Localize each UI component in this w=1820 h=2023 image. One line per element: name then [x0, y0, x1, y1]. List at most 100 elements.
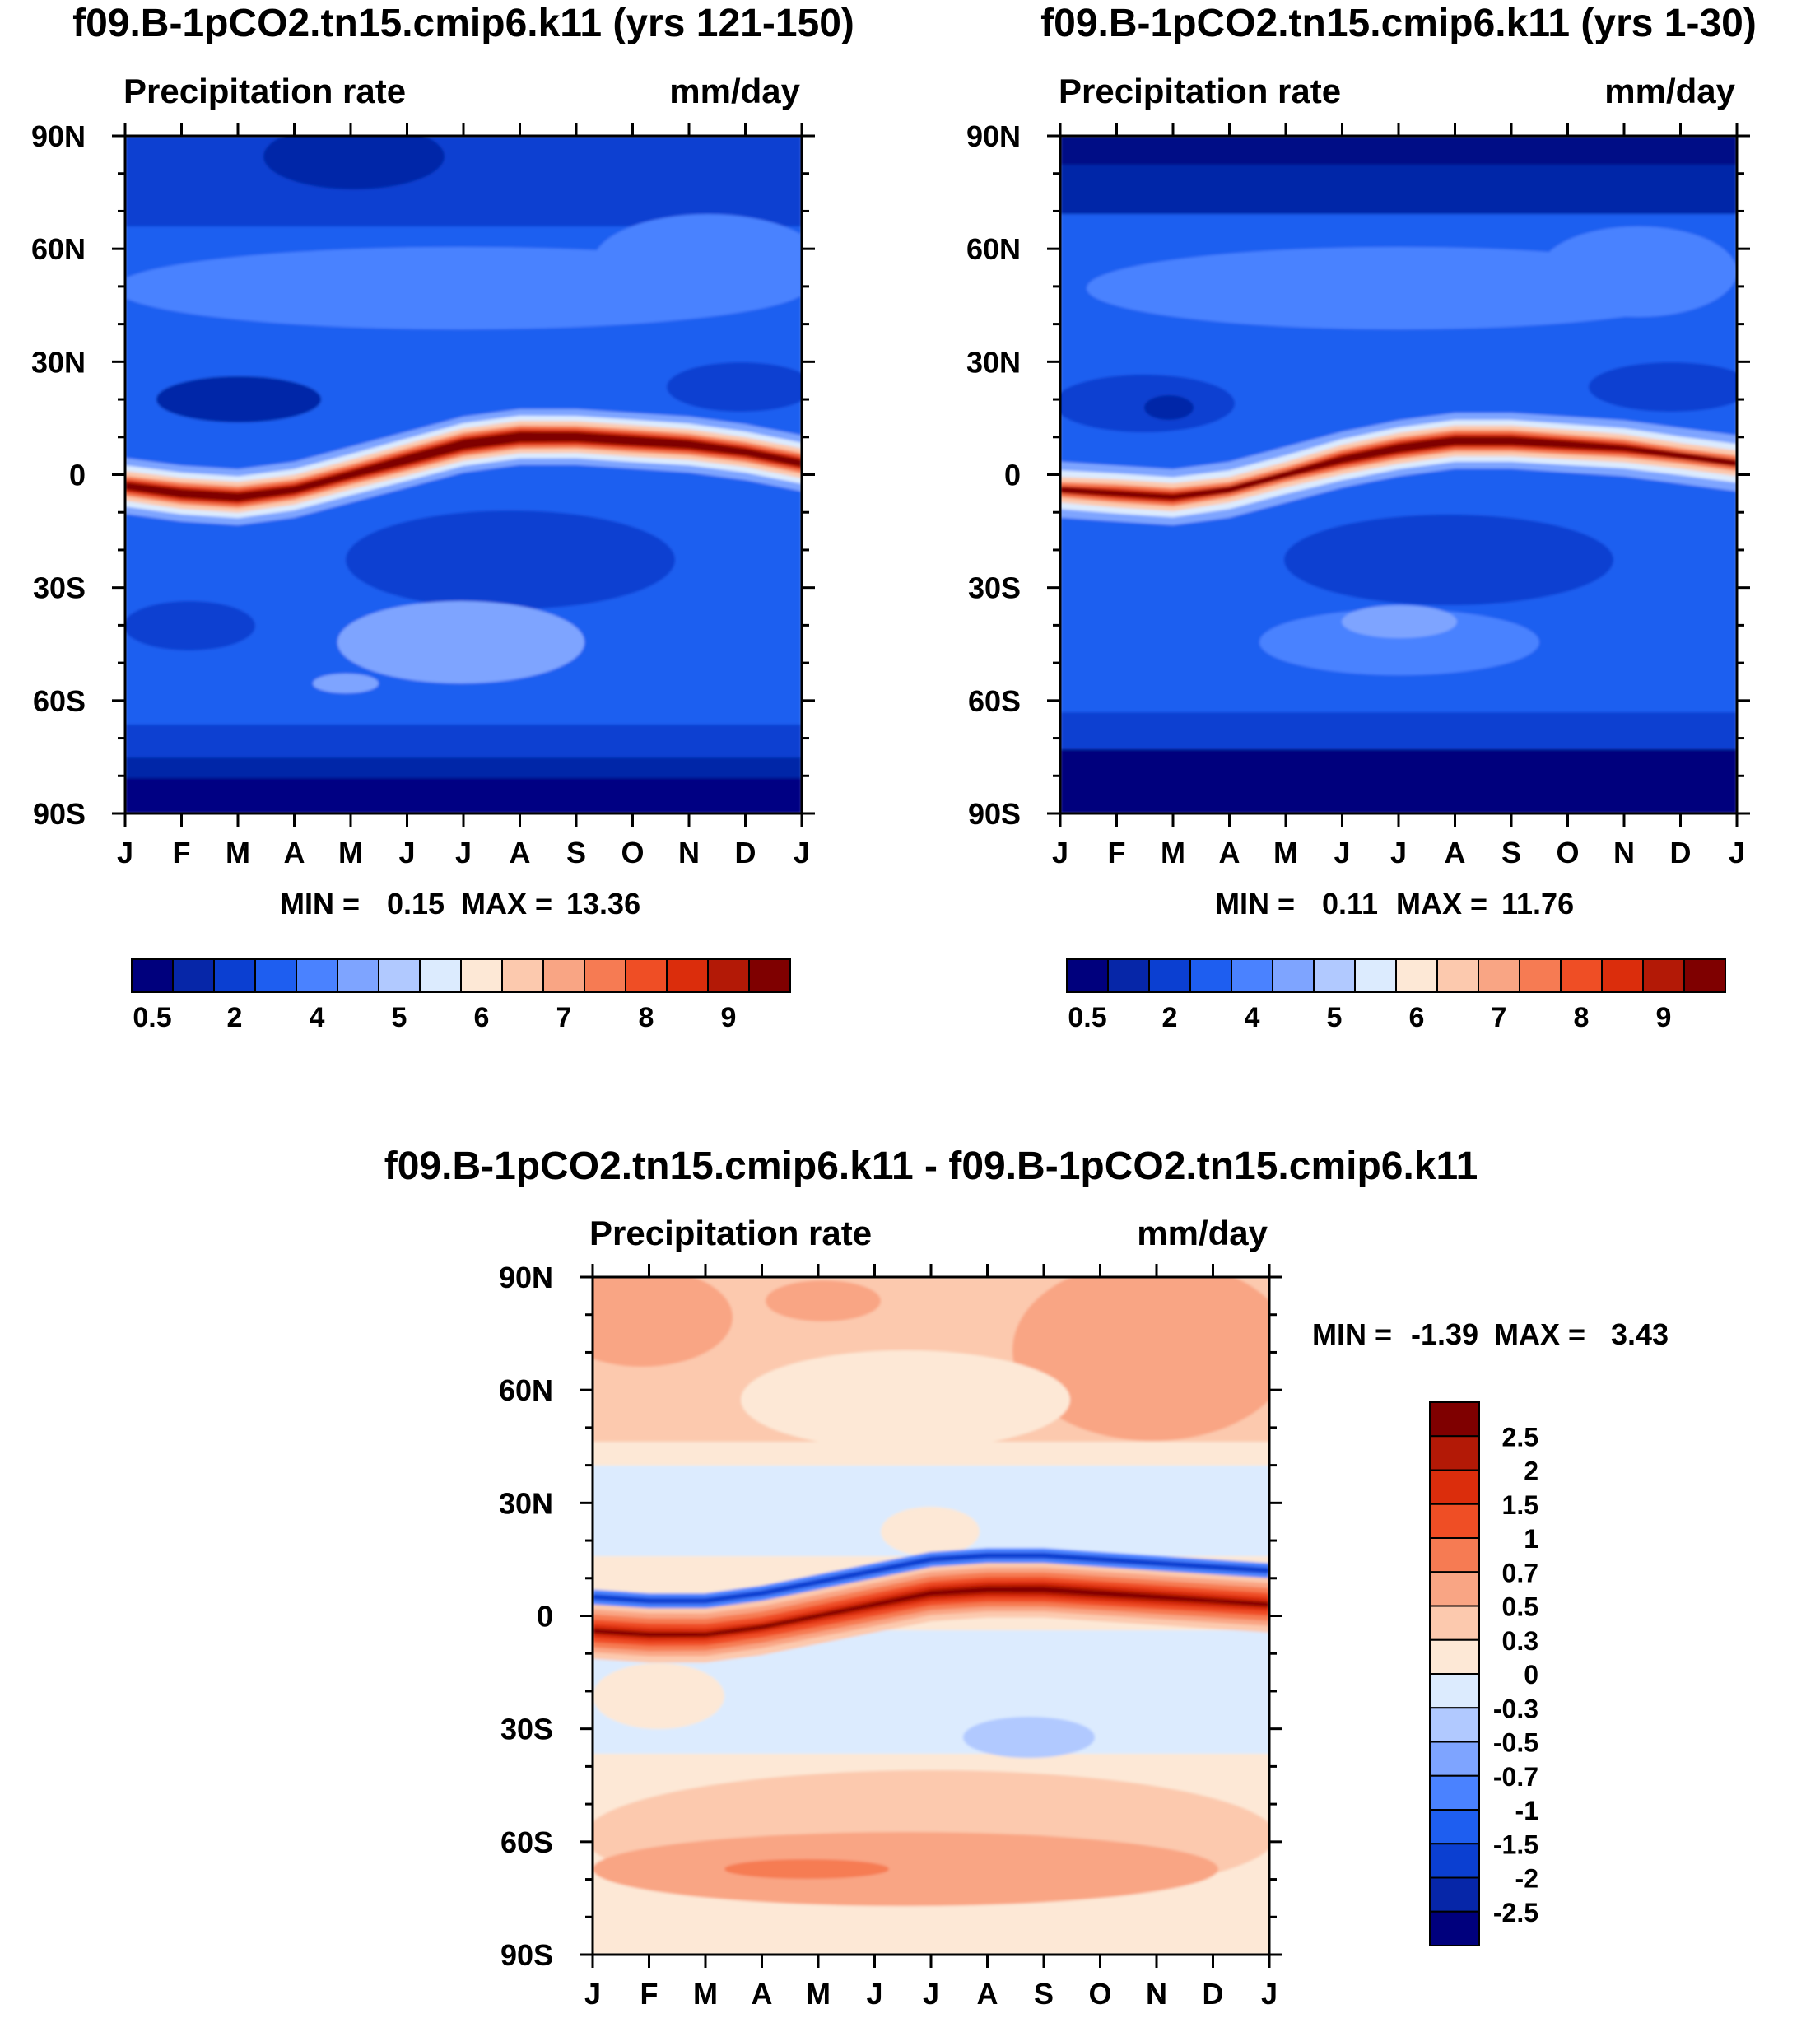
min-label: MIN =	[280, 887, 360, 921]
sh-storm-track-2	[1342, 605, 1457, 638]
colorbar-swatch	[1429, 1537, 1480, 1573]
max-label: MAX =	[461, 887, 552, 921]
itcz-north-decrease-core	[593, 1552, 1269, 1604]
colorbar-swatch	[1519, 958, 1562, 993]
x-tick-label: O	[1556, 836, 1579, 869]
y-tick-label: 90S	[968, 797, 1021, 831]
x-tick-label: A	[977, 1977, 998, 2011]
colorbar-label: 7	[556, 1002, 572, 1033]
x-tick-label: F	[173, 836, 191, 869]
x-tick-label: A	[1445, 836, 1466, 869]
colorbar-swatch	[1429, 1910, 1480, 1946]
y-tick-label: 90S	[500, 1938, 553, 1972]
itcz-contour-shell	[125, 428, 802, 505]
y-tick-label: 0	[69, 459, 86, 492]
colorbar-swatch	[1429, 1741, 1480, 1777]
colorbar-label: 9	[1656, 1002, 1672, 1033]
colorbar-swatch	[131, 958, 174, 993]
colorbar-swatch	[254, 958, 297, 993]
colorbar-swatch	[1429, 1809, 1480, 1845]
y-tick-label: 30N	[966, 345, 1021, 379]
colorbar-label: 6	[1409, 1002, 1425, 1033]
variable-label: Precipitation rate	[1059, 72, 1341, 110]
colorbar-swatch	[172, 958, 215, 993]
colorbar-label: -0.3	[1493, 1694, 1538, 1723]
x-tick-label: A	[510, 836, 531, 869]
x-tick-label: A	[752, 1977, 773, 2011]
y-tick-label: 60N	[966, 232, 1021, 266]
y-tick-label: 60N	[499, 1373, 553, 1407]
colorbar-swatch	[1429, 1876, 1480, 1913]
x-tick-label: J	[1729, 836, 1745, 869]
colorbar-swatch	[501, 958, 544, 993]
nh-subtropical-dry-zone-2	[667, 362, 802, 412]
colorbar-swatch	[1429, 1638, 1480, 1675]
min-label: MIN =	[1215, 887, 1295, 921]
arctic-increase-core-mid	[766, 1280, 881, 1321]
colorbar-swatch	[1272, 958, 1315, 993]
southern-ocean-band	[1060, 712, 1737, 749]
x-tick-label: A	[1219, 836, 1240, 869]
colorbar-label: 4	[1245, 1002, 1260, 1033]
colorbar-swatch	[378, 958, 421, 993]
units-label: mm/day	[669, 72, 800, 110]
variable-label: Precipitation rate	[589, 1214, 872, 1252]
colorbar-horizontal: 0.5 2 4 5 6 7 8 9	[131, 958, 791, 1033]
colorbar-label: 0.5	[133, 1002, 171, 1033]
itcz-contour-shell	[1060, 433, 1737, 503]
y-tick-label: 0	[1004, 459, 1021, 492]
x-tick-label: N	[1146, 1977, 1167, 2011]
antarctic-core	[125, 778, 802, 813]
colorbar-swatch	[1429, 1774, 1480, 1811]
colorbar-swatch	[1189, 958, 1232, 993]
x-tick-label: J	[794, 836, 810, 869]
colorbar-swatch	[584, 958, 626, 993]
colorbar-swatch	[1683, 958, 1726, 993]
southern-ocean-band	[125, 725, 802, 757]
x-tick-label: M	[338, 836, 363, 869]
colorbar-swatch	[213, 958, 256, 993]
colorbar-swatch	[1429, 1401, 1480, 1438]
contour-field	[1060, 136, 1737, 813]
colorbar-label: 2.5	[1502, 1422, 1538, 1452]
units-label: mm/day	[1137, 1214, 1268, 1252]
colorbar-swatch	[707, 958, 750, 993]
colorbar-label: 0.3	[1502, 1626, 1538, 1656]
x-tick-label: O	[1088, 1977, 1111, 2011]
y-tick-label: 90N	[499, 1261, 553, 1294]
arctic-increase-core-right	[1012, 1277, 1269, 1441]
colorbar-swatch	[1560, 958, 1603, 993]
colorbar-label: 5	[392, 1002, 407, 1033]
colorbar-swatch	[1429, 1571, 1480, 1607]
x-tick-label: J	[1261, 1977, 1278, 2011]
colorbar-label: 2	[227, 1002, 243, 1033]
colorbar-swatch	[1429, 1843, 1480, 1879]
min-value: -1.39	[1411, 1317, 1478, 1351]
colorbar-swatch	[1429, 1435, 1480, 1471]
colorbar-swatch	[1231, 958, 1273, 993]
colorbar-swatch	[337, 958, 379, 993]
colorbar-swatch	[1601, 958, 1644, 993]
colorbar-swatch	[1429, 1673, 1480, 1709]
max-value: 3.43	[1611, 1317, 1669, 1351]
colorbar-swatch	[296, 958, 338, 993]
colorbar-swatch	[1354, 958, 1397, 993]
colorbar-label: 1	[1524, 1524, 1538, 1554]
panel-title: f09.B-1pCO2.tn15.cmip6.k11 - f09.B-1pCO2…	[384, 1144, 1478, 1188]
colorbar-label: 6	[474, 1002, 490, 1033]
colorbar-swatch	[1478, 958, 1520, 993]
min-value: 0.11	[1322, 887, 1378, 921]
itcz-band	[593, 1548, 1269, 1663]
x-tick-label: J	[1052, 836, 1068, 869]
colorbar-vertical: 2.5 2 1.5 1 0.7 0.5 0.3 0 -0.3 -0.5 -0.7 -1 -1.5 -2 -2…	[1429, 1401, 1538, 1946]
arctic-minimum-spot	[263, 136, 445, 189]
x-tick-label: M	[226, 836, 250, 869]
colorbar-swatch	[1066, 958, 1109, 993]
min-value: 0.15	[387, 887, 445, 921]
x-tick-label: F	[1108, 836, 1126, 869]
nh-subtropical-dry-zone-core	[1144, 395, 1194, 420]
sh-storm-track	[1259, 609, 1539, 675]
colorbar-swatch	[460, 958, 503, 993]
